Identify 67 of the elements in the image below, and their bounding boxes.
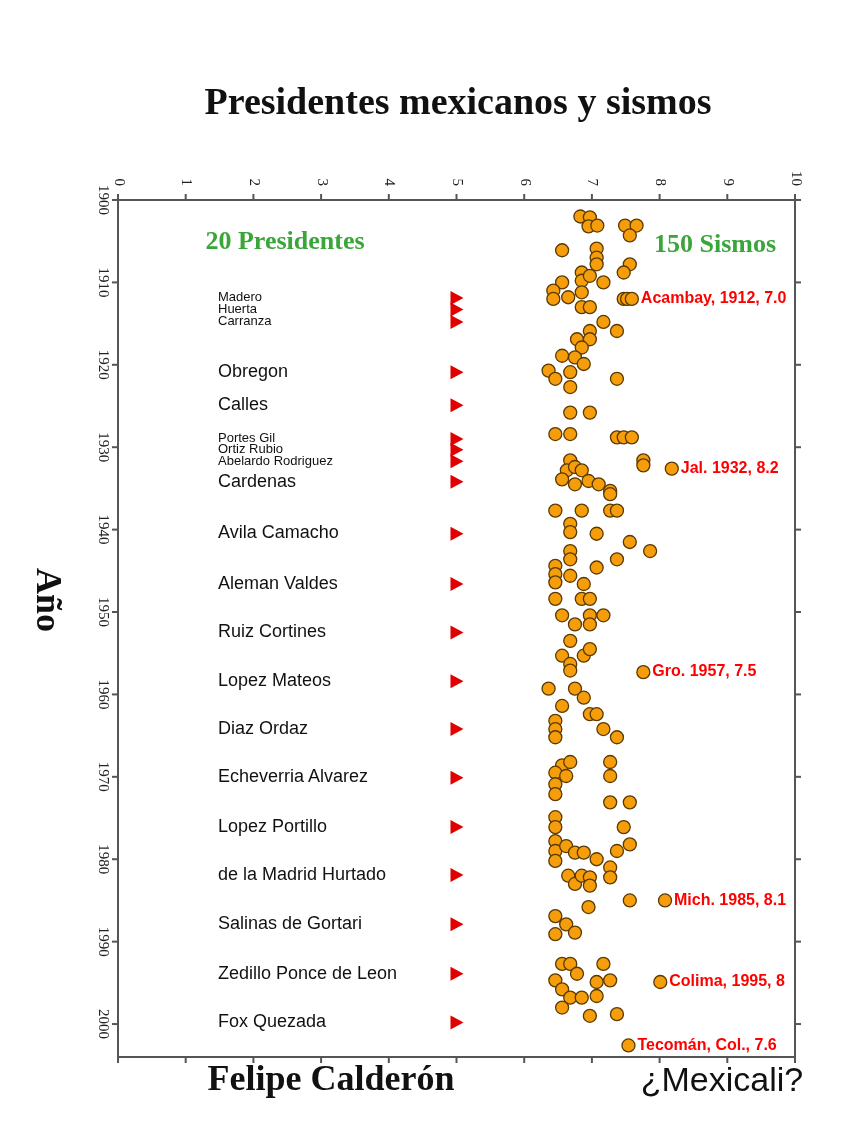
- point: [450, 302, 464, 317]
- annotation: Avila Camacho: [218, 522, 339, 543]
- point: [450, 625, 464, 640]
- x-tick-label: 7: [585, 178, 602, 187]
- point: [450, 398, 464, 413]
- y-tick-label: 1920: [95, 349, 112, 380]
- y-tick-label: 1950: [95, 597, 112, 628]
- annotation: Cardenas: [218, 470, 297, 491]
- y-tick-label: 1980: [95, 844, 112, 875]
- y-tick-label: 1940: [95, 514, 112, 545]
- annotation: Colima, 1995, 8: [669, 972, 785, 990]
- x-tick-label: 3: [314, 178, 331, 186]
- point: [450, 577, 464, 591]
- point: [450, 1015, 464, 1030]
- point: [450, 820, 464, 835]
- y-tick-label: 1900: [95, 185, 112, 215]
- x-tick-label: 0: [111, 178, 128, 186]
- x-tick-label: 4: [382, 178, 399, 187]
- point: [450, 442, 464, 457]
- annotation: Lopez Mateos: [218, 669, 332, 690]
- annotation: Echeverria Alvarez: [218, 766, 369, 787]
- point: [450, 917, 464, 932]
- x-tick-label: 2: [246, 178, 263, 186]
- y-tick-label: 1930: [95, 432, 112, 463]
- annotation: Obregon: [218, 360, 289, 381]
- annotation: 150 Sismos: [653, 228, 777, 258]
- annotation: Tecomán, Col., 7.6: [637, 1035, 777, 1053]
- point: [450, 291, 464, 306]
- x-tick-label: 6: [517, 178, 534, 187]
- x-tick-label: 9: [720, 178, 737, 186]
- y-axis-title: Año: [28, 567, 69, 633]
- text: Felipe Calderón: [207, 1058, 455, 1099]
- point: [450, 722, 464, 737]
- point: [450, 966, 464, 981]
- annotation: Lopez Portillo: [218, 815, 328, 836]
- annotation: Ruiz Cortines: [218, 621, 327, 642]
- chart-title: Presidentes mexicanos y sismos: [204, 79, 712, 122]
- annotation: Jal. 1932, 8.2: [680, 458, 779, 476]
- point: [450, 454, 464, 469]
- y-tick-label: 2000: [95, 1009, 112, 1040]
- point: [450, 474, 464, 489]
- annotation: de la Madrid Hurtado: [218, 863, 387, 884]
- y-tick-label: 1910: [95, 267, 112, 298]
- annotation: Calles: [218, 393, 269, 414]
- x-tick-label: 10: [788, 171, 805, 186]
- point: [450, 674, 464, 689]
- point: [450, 365, 464, 380]
- y-tick-label: 1990: [95, 926, 112, 957]
- annotation: Mich. 1985, 8.1: [674, 890, 787, 908]
- annotation: Gro. 1957, 7.5: [652, 662, 757, 680]
- point: [450, 770, 464, 785]
- annotation: Acambay, 1912, 7.0: [640, 289, 787, 307]
- point: [450, 526, 464, 541]
- point: [450, 314, 464, 329]
- x-tick-label: 1: [179, 178, 196, 186]
- x-tick-label: 8: [653, 178, 670, 186]
- y-tick-label: 1960: [95, 679, 112, 710]
- text: ¿Mexicali?: [640, 1059, 804, 1098]
- annotation: Fox Quezada: [218, 1011, 328, 1032]
- point: [450, 867, 464, 882]
- annotation: 20 Presidentes: [205, 225, 365, 255]
- annotation: Diaz Ordaz: [218, 717, 309, 738]
- x-tick-label: 5: [450, 178, 467, 186]
- annotation: Salinas de Gortari: [218, 913, 363, 934]
- y-tick-label: 1970: [95, 761, 112, 792]
- annotation: Aleman Valdes: [218, 572, 338, 593]
- annotation: Zedillo Ponce de Leon: [218, 962, 398, 983]
